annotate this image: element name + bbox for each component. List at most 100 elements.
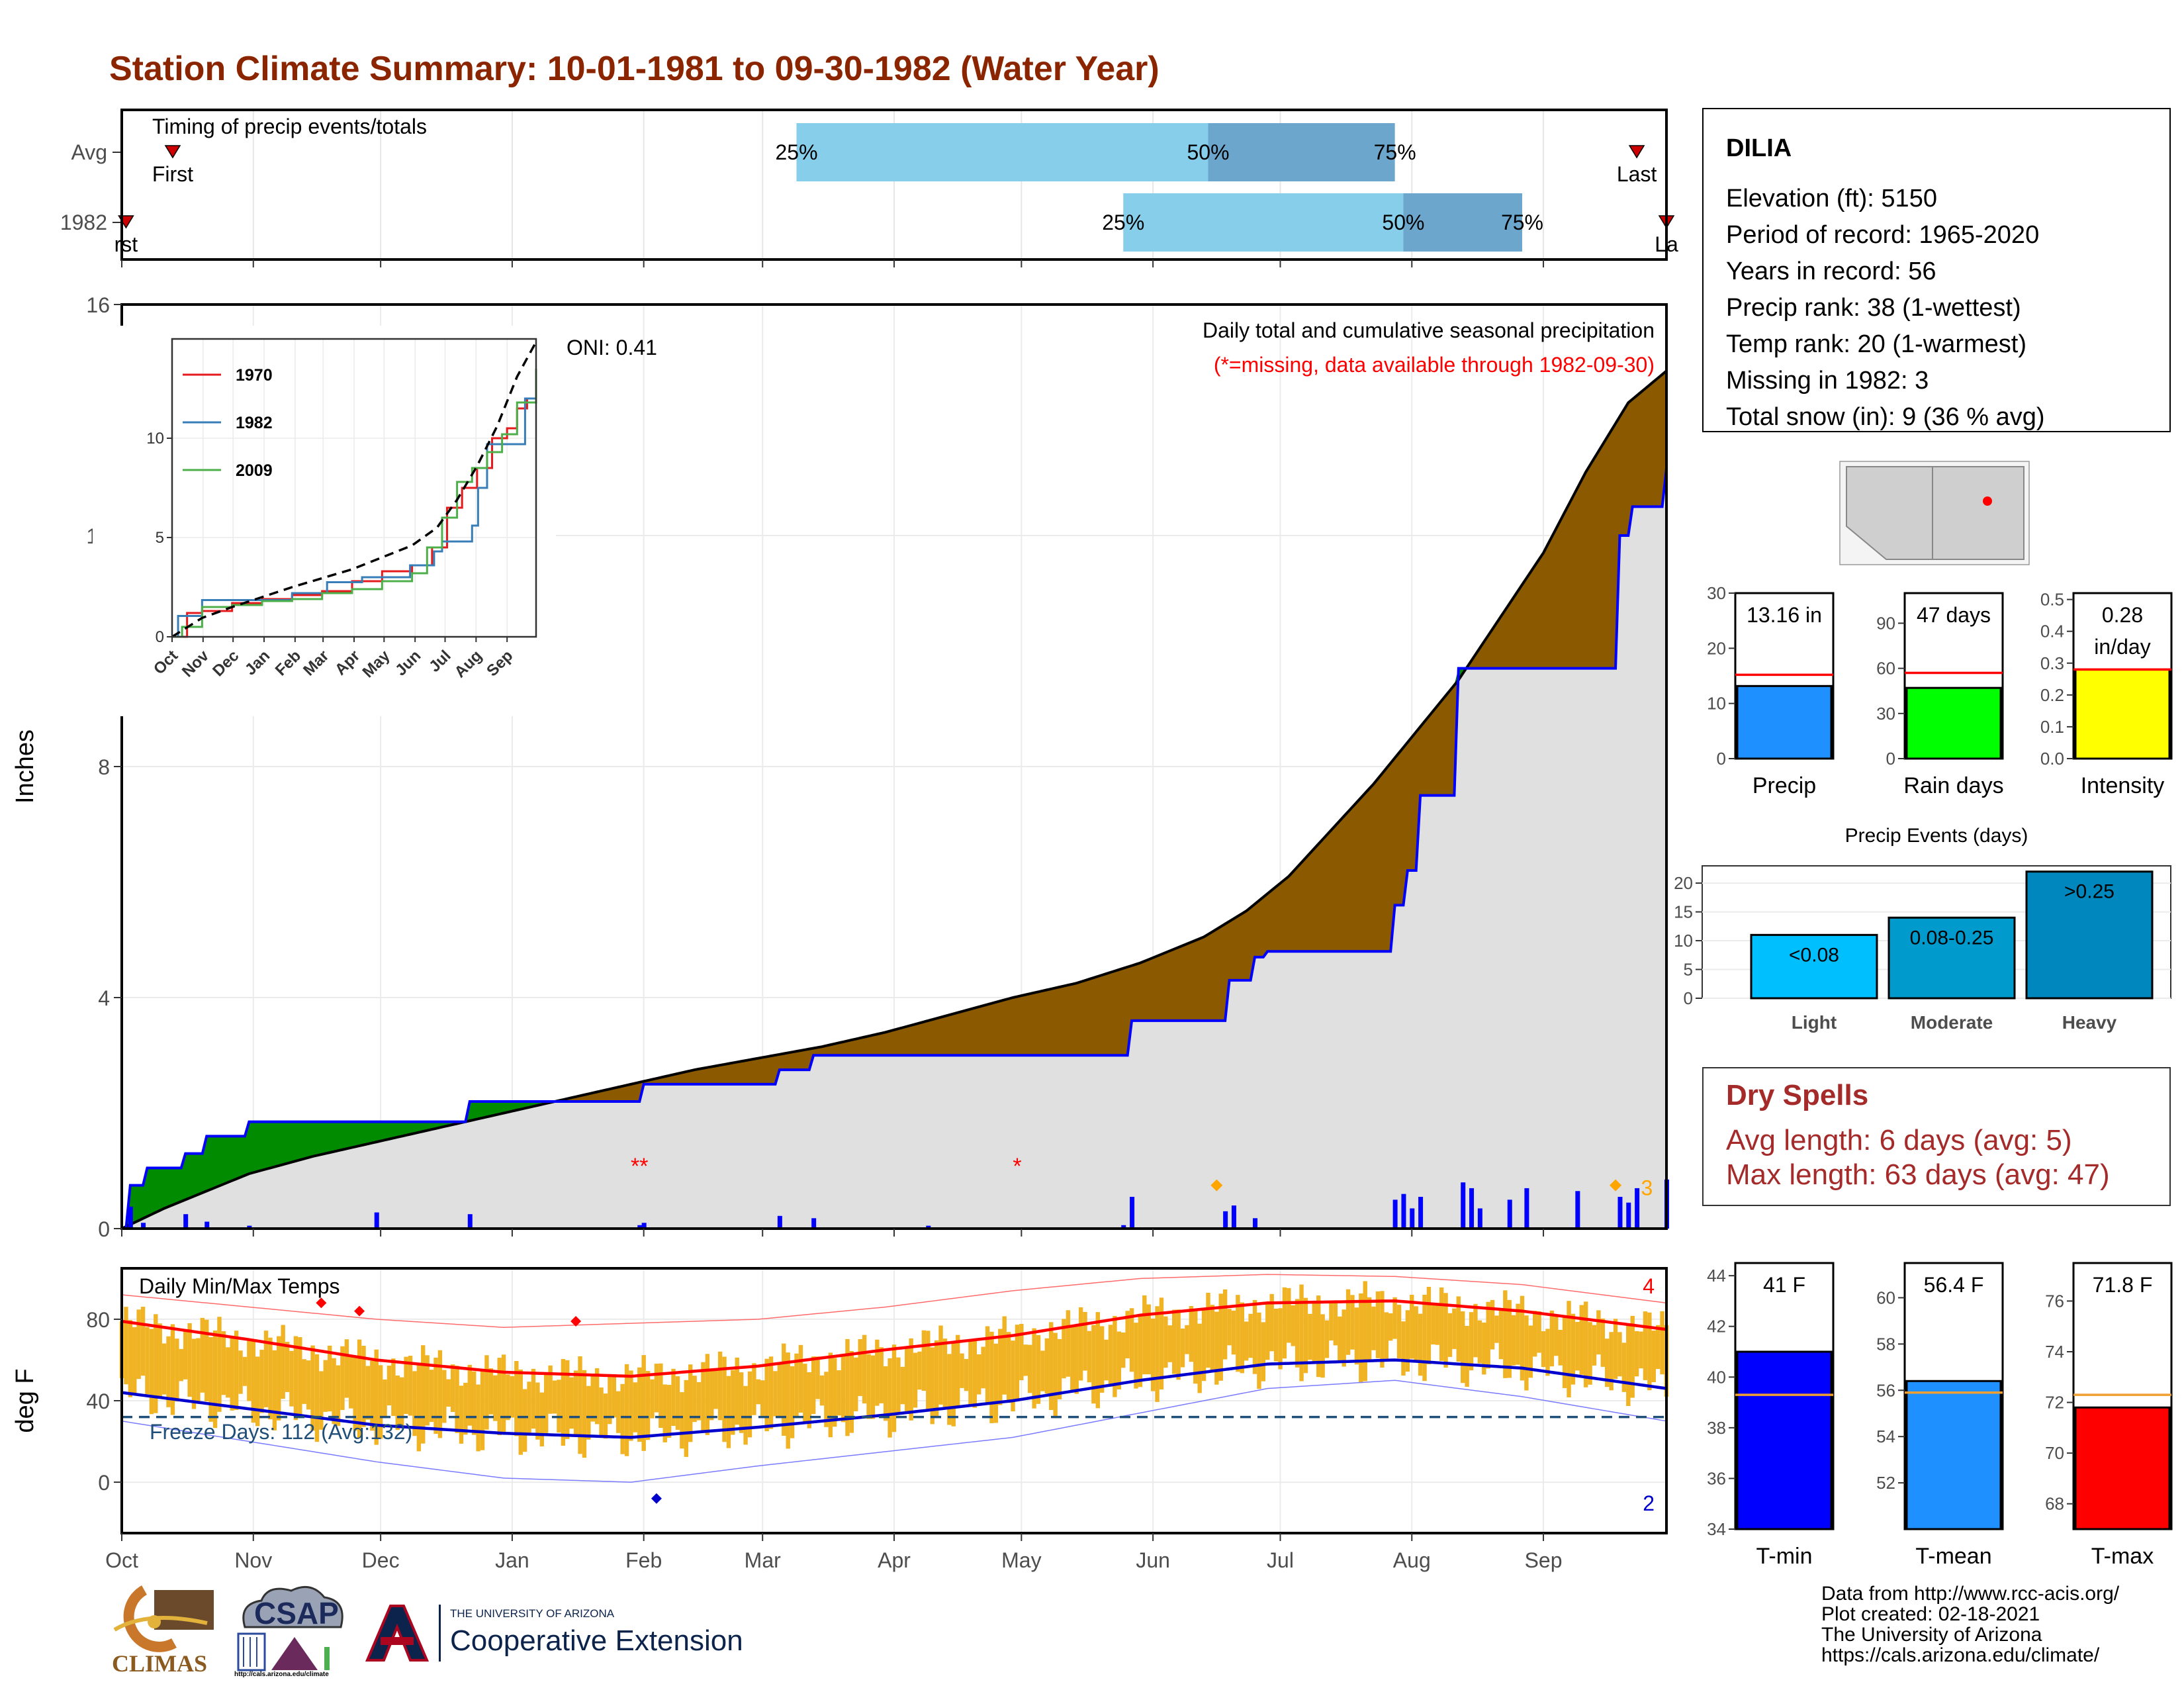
temp-daily-bar bbox=[905, 1348, 909, 1414]
temp-daily-bar bbox=[1227, 1309, 1232, 1346]
temp-daily-bar bbox=[136, 1309, 141, 1380]
temp-daily-bar bbox=[701, 1362, 705, 1433]
summary-bar-value bbox=[1905, 686, 2002, 760]
temp-panel: Freeze Days: 112 (Avg:132) Daily Min/Max … bbox=[11, 1267, 1669, 1572]
temp-daily-bar bbox=[692, 1376, 697, 1423]
temp-daily-bar bbox=[726, 1376, 731, 1448]
summary-bar-y-tick-label: 60 bbox=[1876, 659, 1895, 679]
summary-bar-y-tick-label: 76 bbox=[2045, 1291, 2064, 1311]
summary-bar-y-tick-label: 0.5 bbox=[2040, 590, 2064, 610]
precip-daily-bar bbox=[141, 1223, 146, 1229]
temp-daily-bar bbox=[815, 1356, 820, 1399]
temp-daily-bar bbox=[1244, 1321, 1249, 1361]
summary-bar-y-tick-label: 0.3 bbox=[2040, 653, 2064, 673]
temp-daily-bar bbox=[408, 1356, 413, 1416]
temp-daily-bar bbox=[1516, 1303, 1520, 1365]
dry-spells-avg: Avg length: 6 days (avg: 5) bbox=[1726, 1124, 2072, 1156]
temp-daily-bar bbox=[1125, 1311, 1130, 1358]
temp-daily-bar bbox=[281, 1325, 285, 1399]
temp-daily-bar bbox=[1189, 1305, 1194, 1362]
temp-daily-bar bbox=[1350, 1295, 1355, 1350]
temp-daily-bar bbox=[696, 1382, 702, 1421]
temp-daily-bar bbox=[1363, 1281, 1367, 1382]
temp-daily-bar bbox=[1312, 1302, 1316, 1363]
temp-daily-bar bbox=[1473, 1303, 1478, 1358]
footer-line-created: Plot created: 02-18-2021 bbox=[1821, 1603, 2040, 1625]
temp-daily-bar bbox=[149, 1329, 154, 1415]
precip-events-bar bbox=[1750, 933, 1878, 1000]
temp-daily-bar bbox=[1138, 1313, 1143, 1387]
temp-daily-bar bbox=[1482, 1322, 1486, 1375]
temp-daily-bar bbox=[488, 1368, 494, 1415]
summary-bar-tmin: 41 F 34 36 38 40 42 44 T-min bbox=[1707, 1262, 1835, 1569]
temp-freeze-days-label: Freeze Days: 112 (Avg:132) bbox=[150, 1420, 412, 1444]
temp-daily-bar bbox=[1142, 1295, 1147, 1375]
temp-daily-bar bbox=[476, 1384, 480, 1452]
timing-bar-q25-q50 bbox=[796, 123, 1208, 181]
temp-daily-bar bbox=[1596, 1310, 1601, 1355]
temp-daily-bar bbox=[357, 1339, 362, 1438]
temp-daily-bar bbox=[1036, 1335, 1041, 1404]
temp-daily-bar bbox=[561, 1359, 566, 1446]
summary-bar-y-tick-label: 58 bbox=[1876, 1334, 1895, 1354]
precip-obs-cumulative-line bbox=[122, 468, 1668, 1230]
precip-surplus-area bbox=[122, 371, 1666, 1229]
temp-daily-bar bbox=[998, 1329, 1003, 1405]
temp-daily-bar bbox=[183, 1331, 188, 1380]
precip-snow-marker bbox=[1610, 1179, 1622, 1192]
summary-bar-y-tick-label: 40 bbox=[1707, 1367, 1726, 1387]
temp-daily-bar bbox=[493, 1375, 498, 1421]
precip-daily-bar bbox=[1477, 1208, 1482, 1229]
summary-bar-label: 0.28 bbox=[2102, 603, 2143, 627]
temp-daily-bar bbox=[1265, 1303, 1270, 1360]
temp-daily-bar bbox=[798, 1344, 803, 1413]
summary-bar-value bbox=[2074, 668, 2171, 760]
precip-daily-bar bbox=[205, 1221, 210, 1229]
temp-daily-bar bbox=[459, 1385, 464, 1444]
temp-daily-bar bbox=[1354, 1307, 1359, 1365]
precip-daily-bar bbox=[128, 1206, 133, 1229]
temp-daily-bar bbox=[620, 1383, 625, 1454]
temp-daily-bar bbox=[416, 1362, 422, 1452]
temp-daily-bar bbox=[161, 1343, 167, 1395]
temp-daily-bar bbox=[1257, 1312, 1261, 1389]
precip-avg-cumulative-line bbox=[121, 369, 1668, 1230]
precip-daily-bar bbox=[1130, 1197, 1135, 1229]
temp-daily-bar bbox=[1019, 1323, 1024, 1381]
temp-daily-bar bbox=[573, 1370, 578, 1436]
station-line-elevation: Elevation (ft): 5150 bbox=[1726, 185, 1937, 212]
summary-bar-y-tick-label: 42 bbox=[1707, 1317, 1726, 1336]
temp-daily-bar bbox=[743, 1385, 748, 1445]
summary-bar-y-tick-label: 10 bbox=[1707, 694, 1726, 714]
temp-daily-bar bbox=[484, 1355, 489, 1430]
temp-daily-bar bbox=[285, 1342, 290, 1392]
timing-row-label: Avg bbox=[71, 140, 107, 164]
temp-daily-bar bbox=[1426, 1287, 1432, 1365]
timing-last-label: Last bbox=[1617, 162, 1657, 186]
temp-daily-bar bbox=[514, 1360, 519, 1436]
temp-daily-bar bbox=[684, 1380, 689, 1457]
temp-x-tick-label: Oct bbox=[105, 1548, 138, 1572]
temp-daily-bar bbox=[1171, 1309, 1177, 1374]
precip-events-bar-label: >0.25 bbox=[2064, 881, 2115, 903]
footer-credits: Data from http://www.rcc-acis.org/ Plot … bbox=[1821, 1583, 2119, 1665]
temp-daily-bar bbox=[828, 1352, 833, 1438]
timing-bar-q50-q75 bbox=[1403, 193, 1522, 252]
temp-daily-bar bbox=[1185, 1325, 1189, 1354]
precip-daily-bar bbox=[247, 1225, 252, 1229]
timing-bar-q50-q75 bbox=[1208, 123, 1395, 181]
temp-daily-bar bbox=[1091, 1325, 1096, 1404]
summary-bar-intensity: 0.28 in/day 0.0 0.1 0.2 0.3 0.4 0.5 Intensity bbox=[2040, 590, 2173, 798]
temp-daily-bar bbox=[1443, 1293, 1448, 1368]
inset-y-tick-label: 5 bbox=[156, 529, 164, 547]
temp-daily-bar bbox=[1422, 1294, 1427, 1382]
temp-daily-bar bbox=[705, 1354, 710, 1435]
temp-daily-bar bbox=[353, 1356, 357, 1431]
temp-daily-bar bbox=[310, 1345, 315, 1431]
temp-daily-bar bbox=[1104, 1339, 1109, 1381]
summary-bar-y-tick-label: 56 bbox=[1876, 1380, 1895, 1400]
temp-daily-bar bbox=[1167, 1325, 1172, 1362]
temp-y-axis-title: deg F bbox=[11, 1368, 39, 1432]
precip-daily-bar bbox=[1410, 1208, 1415, 1229]
